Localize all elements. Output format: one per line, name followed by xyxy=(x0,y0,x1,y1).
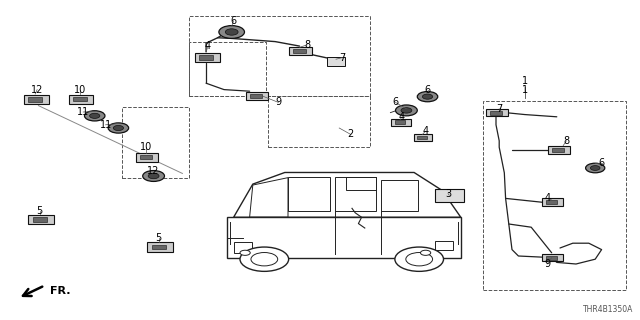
Bar xyxy=(195,53,220,62)
Circle shape xyxy=(586,163,605,173)
Bar xyxy=(546,200,557,204)
Circle shape xyxy=(406,252,433,266)
Bar xyxy=(140,156,152,159)
Bar xyxy=(33,217,47,221)
Text: 9: 9 xyxy=(544,259,550,269)
Circle shape xyxy=(84,111,105,121)
Circle shape xyxy=(420,250,431,255)
Bar xyxy=(327,57,345,66)
Text: 5: 5 xyxy=(36,206,43,216)
Circle shape xyxy=(395,247,444,271)
Bar xyxy=(122,107,189,178)
Text: 6: 6 xyxy=(598,158,605,168)
Bar xyxy=(227,217,461,258)
Bar xyxy=(289,47,312,55)
Bar xyxy=(435,189,464,202)
Bar xyxy=(69,95,93,104)
Bar xyxy=(552,148,564,152)
Bar xyxy=(346,177,376,190)
Bar xyxy=(391,119,411,126)
Circle shape xyxy=(591,166,600,170)
Circle shape xyxy=(251,252,278,266)
Text: 7: 7 xyxy=(339,52,346,63)
Circle shape xyxy=(225,29,238,35)
Text: 1: 1 xyxy=(522,76,528,86)
Text: 2: 2 xyxy=(348,129,354,140)
Circle shape xyxy=(240,250,250,255)
Text: 12: 12 xyxy=(31,84,44,95)
Circle shape xyxy=(401,108,412,113)
Text: 11: 11 xyxy=(77,107,90,117)
Bar xyxy=(136,153,158,162)
Bar xyxy=(546,256,557,260)
Text: 4: 4 xyxy=(399,112,405,122)
Bar xyxy=(24,95,49,104)
Bar xyxy=(189,16,370,96)
Bar xyxy=(395,120,405,124)
Circle shape xyxy=(219,26,244,38)
Text: 11: 11 xyxy=(99,120,112,130)
Bar xyxy=(542,198,563,206)
Text: 6: 6 xyxy=(230,16,237,26)
Text: 10: 10 xyxy=(140,142,152,152)
Circle shape xyxy=(148,173,159,179)
Text: 4: 4 xyxy=(544,193,550,204)
Bar xyxy=(189,42,266,96)
Bar xyxy=(152,245,166,249)
Circle shape xyxy=(108,123,129,133)
Text: 8: 8 xyxy=(304,40,310,50)
Text: 6: 6 xyxy=(392,97,399,108)
Text: THR4B1350A: THR4B1350A xyxy=(583,305,634,314)
Bar xyxy=(28,97,42,101)
Bar xyxy=(288,177,330,211)
Text: 10: 10 xyxy=(74,84,86,95)
Bar xyxy=(542,254,563,261)
Text: 6: 6 xyxy=(424,84,431,95)
Circle shape xyxy=(143,171,164,181)
Text: 4: 4 xyxy=(205,41,211,52)
Circle shape xyxy=(396,105,417,116)
Circle shape xyxy=(240,247,289,271)
Text: FR.: FR. xyxy=(50,286,70,296)
Bar xyxy=(234,242,252,253)
Bar xyxy=(335,177,376,211)
Bar xyxy=(381,180,418,211)
Circle shape xyxy=(113,125,124,131)
Text: 12: 12 xyxy=(147,166,160,176)
Text: 8: 8 xyxy=(563,136,570,146)
Bar xyxy=(147,243,173,252)
Bar xyxy=(548,146,570,155)
Circle shape xyxy=(90,113,100,118)
Circle shape xyxy=(422,94,433,99)
Bar xyxy=(268,96,370,147)
Text: 9: 9 xyxy=(275,97,282,108)
Text: 5: 5 xyxy=(156,233,162,244)
Bar xyxy=(28,215,54,224)
Bar xyxy=(74,97,86,101)
Text: 7: 7 xyxy=(496,104,502,114)
Bar xyxy=(293,49,306,53)
Circle shape xyxy=(417,92,438,102)
Bar xyxy=(490,111,502,115)
Bar xyxy=(435,242,453,251)
Bar xyxy=(199,55,213,60)
Bar xyxy=(483,101,626,290)
Text: 3: 3 xyxy=(445,188,451,199)
Bar xyxy=(414,134,433,141)
Text: 4: 4 xyxy=(422,126,429,136)
Text: 1: 1 xyxy=(522,84,528,95)
Bar xyxy=(417,136,428,139)
Bar xyxy=(486,109,508,116)
Bar xyxy=(246,92,268,100)
Bar xyxy=(250,94,262,98)
